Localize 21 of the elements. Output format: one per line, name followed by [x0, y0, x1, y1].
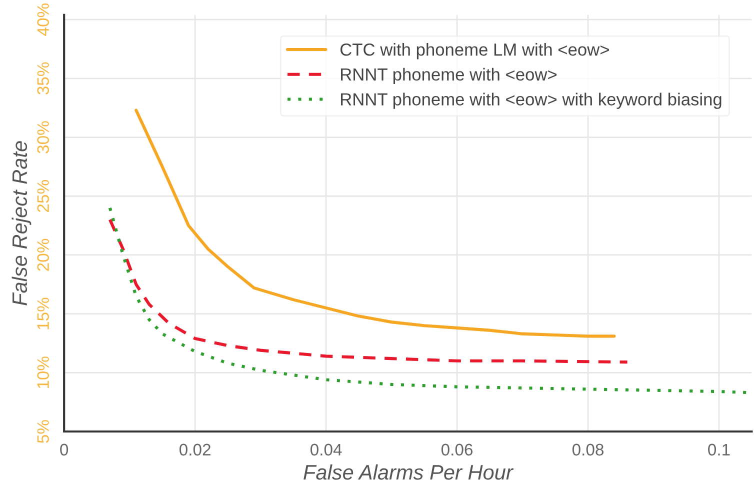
legend-label: CTC with phoneme LM with <eow>: [340, 43, 609, 60]
y-axis-title: False Reject Rate: [12, 141, 32, 306]
line-series: [108, 218, 629, 364]
x-axis-title: False Alarms Per Hour: [304, 464, 514, 480]
line-series: [134, 108, 616, 338]
x-tick-label: 0.04: [310, 444, 342, 456]
y-tick-label: 20%: [37, 238, 49, 271]
x-tick-label: 0.02: [180, 444, 210, 456]
y-tick-label: 30%: [37, 121, 49, 154]
legend-label: RNNT phoneme with <eow> with keyword biasing: [341, 92, 722, 109]
x-tick-label: 0.1: [708, 444, 730, 456]
y-tick-label: 15%: [37, 298, 49, 330]
y-tick-label: 35%: [37, 62, 49, 94]
x-tick-label: 0.08: [572, 444, 604, 456]
y-tick-label: 5%: [37, 420, 49, 443]
y-tick-label: 40%: [37, 4, 49, 36]
y-tick-label: 25%: [37, 180, 49, 212]
y-tick-label: 10%: [37, 356, 49, 388]
x-tick-label: 0.06: [441, 444, 473, 456]
x-tick-label: 0: [60, 444, 68, 456]
legend-label: RNNT phoneme with <eow>: [341, 68, 557, 84]
